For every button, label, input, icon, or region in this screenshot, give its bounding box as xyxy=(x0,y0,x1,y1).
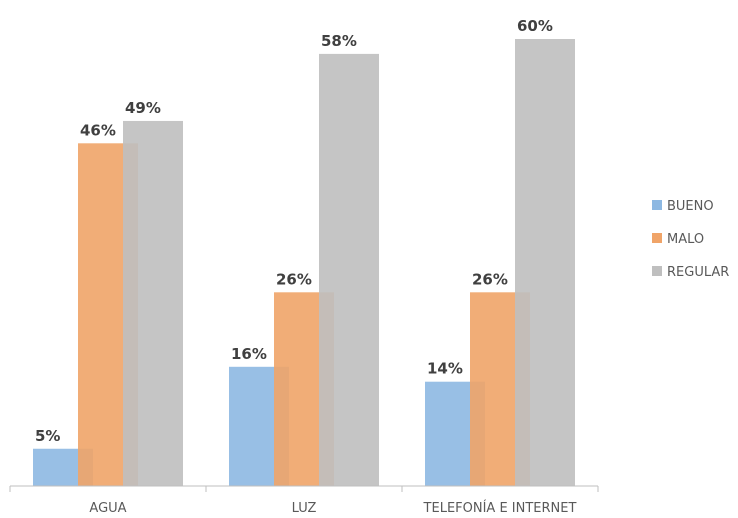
legend-label-regular: REGULAR xyxy=(667,265,729,280)
data-label-bueno-agua: 5% xyxy=(35,427,60,445)
data-label-malo-luz: 26% xyxy=(276,270,312,288)
x-axis: AGUA LUZ TELEFONÍA E INTERNET xyxy=(9,485,599,516)
legend: BUENO MALO REGULAR xyxy=(652,199,729,280)
legend-item-regular: REGULAR xyxy=(652,265,729,280)
bar-regular-luz xyxy=(319,53,379,487)
legend-label-malo: MALO xyxy=(667,232,704,247)
data-label-malo-agua: 46% xyxy=(80,121,116,139)
legend-item-malo: MALO xyxy=(652,232,704,247)
legend-item-bueno: BUENO xyxy=(652,199,714,214)
legend-swatch-malo xyxy=(652,233,662,243)
data-label-bueno-luz: 16% xyxy=(231,345,267,363)
legend-label-bueno: BUENO xyxy=(667,199,714,214)
data-labels-layer: 5% 16% 14% 46% 26% 26% 49% 58% 60% xyxy=(35,17,553,445)
data-label-malo-telefonia-e-internet: 26% xyxy=(472,270,508,288)
x-tick-label-agua: AGUA xyxy=(89,501,126,516)
data-label-regular-luz: 58% xyxy=(321,32,357,50)
data-label-regular-telefonia-e-internet: 60% xyxy=(517,17,553,35)
legend-swatch-regular xyxy=(652,266,662,276)
x-tick-label-luz: LUZ xyxy=(292,501,317,516)
bar-regular-telefonia-e-internet xyxy=(515,39,575,486)
data-label-regular-agua: 49% xyxy=(125,99,161,117)
bar-regular-agua xyxy=(123,120,183,486)
legend-swatch-bueno xyxy=(652,200,662,210)
bars-layer xyxy=(33,39,575,487)
x-tick-label-telefonia-e-internet: TELEFONÍA E INTERNET xyxy=(423,500,577,516)
data-label-bueno-telefonia-e-internet: 14% xyxy=(427,360,463,378)
